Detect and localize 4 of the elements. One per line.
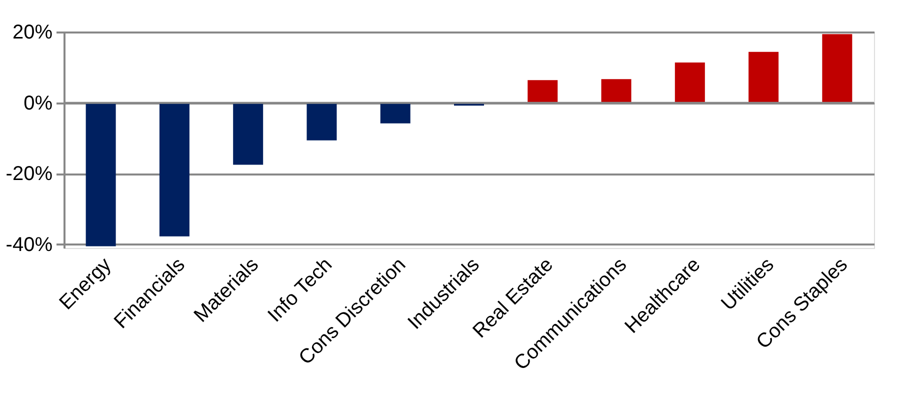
y-tick-label: -20% — [6, 163, 53, 186]
y-tick-label: 20% — [12, 22, 53, 44]
y-tick-label: 0% — [24, 92, 53, 114]
y-tick-label: -40% — [6, 234, 53, 256]
